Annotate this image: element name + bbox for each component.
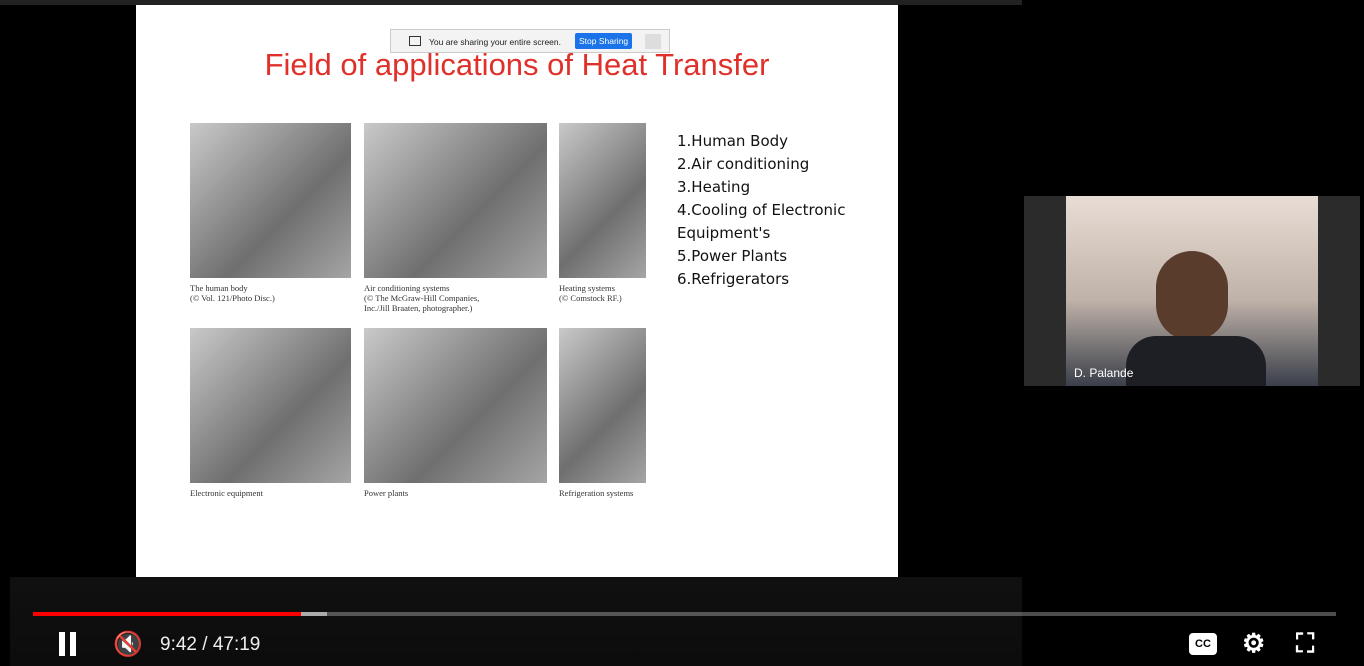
caption-line: Power plants [364,488,557,498]
caption-line: (© The McGraw-Hill Companies, [364,293,557,303]
caption: Refrigeration systems [559,488,656,498]
slide-title: Field of applications of Heat Transfer [136,47,898,83]
mute-button[interactable]: 🔇 [113,630,143,659]
webcam-video [1066,196,1318,386]
person-body [1126,336,1266,386]
caption: Electronic equipment [190,488,361,498]
played [33,612,301,616]
caption-line: (© Vol. 121/Photo Disc.) [190,293,361,303]
photo [190,123,351,278]
caption: The human body(© Vol. 121/Photo Disc.) [190,283,361,303]
caption-line: Inc./Jill Braaten, photographer.) [364,303,557,313]
share-message: You are sharing your entire screen. [429,37,561,47]
list-item: 3.Heating [677,176,877,199]
caption-line: Electronic equipment [190,488,361,498]
caption-line: Heating systems [559,283,656,293]
caption-line: Air conditioning systems [364,283,557,293]
photo [364,123,547,278]
photo [559,123,646,278]
slide: You are sharing your entire screen. Stop… [136,5,898,577]
time-display: 9:42 / 47:19 [160,634,260,656]
list-item: 2.Air conditioning [677,153,877,176]
caption: Power plants [364,488,557,498]
exit-fullscreen-button[interactable]: ⛶ [1296,628,1314,660]
list-item: 6.Refrigerators [677,268,877,291]
list-item: 4.Cooling of Electronic Equipment's [677,199,877,245]
caption-line: (© Comstock RF.) [559,293,656,303]
photo [559,328,646,483]
photo [364,328,547,483]
caption-line: The human body [190,283,361,293]
share-icon [409,36,421,46]
settings-button[interactable]: ⚙ [1242,628,1265,659]
photo [190,328,351,483]
screen: You are sharing your entire screen. Stop… [0,0,1364,666]
participant-name: D. Palande [1074,366,1133,380]
list-item: 1.Human Body [677,130,877,153]
pause-button[interactable] [57,632,79,656]
caption: Heating systems(© Comstock RF.) [559,283,656,303]
caption-line: Refrigeration systems [559,488,656,498]
person [1156,251,1228,341]
captions-button[interactable]: CC [1189,633,1217,655]
caption: Air conditioning systems(© The McGraw-Hi… [364,283,557,313]
list-item: 5.Power Plants [677,245,877,268]
webcam: D. Palande [1024,196,1360,386]
